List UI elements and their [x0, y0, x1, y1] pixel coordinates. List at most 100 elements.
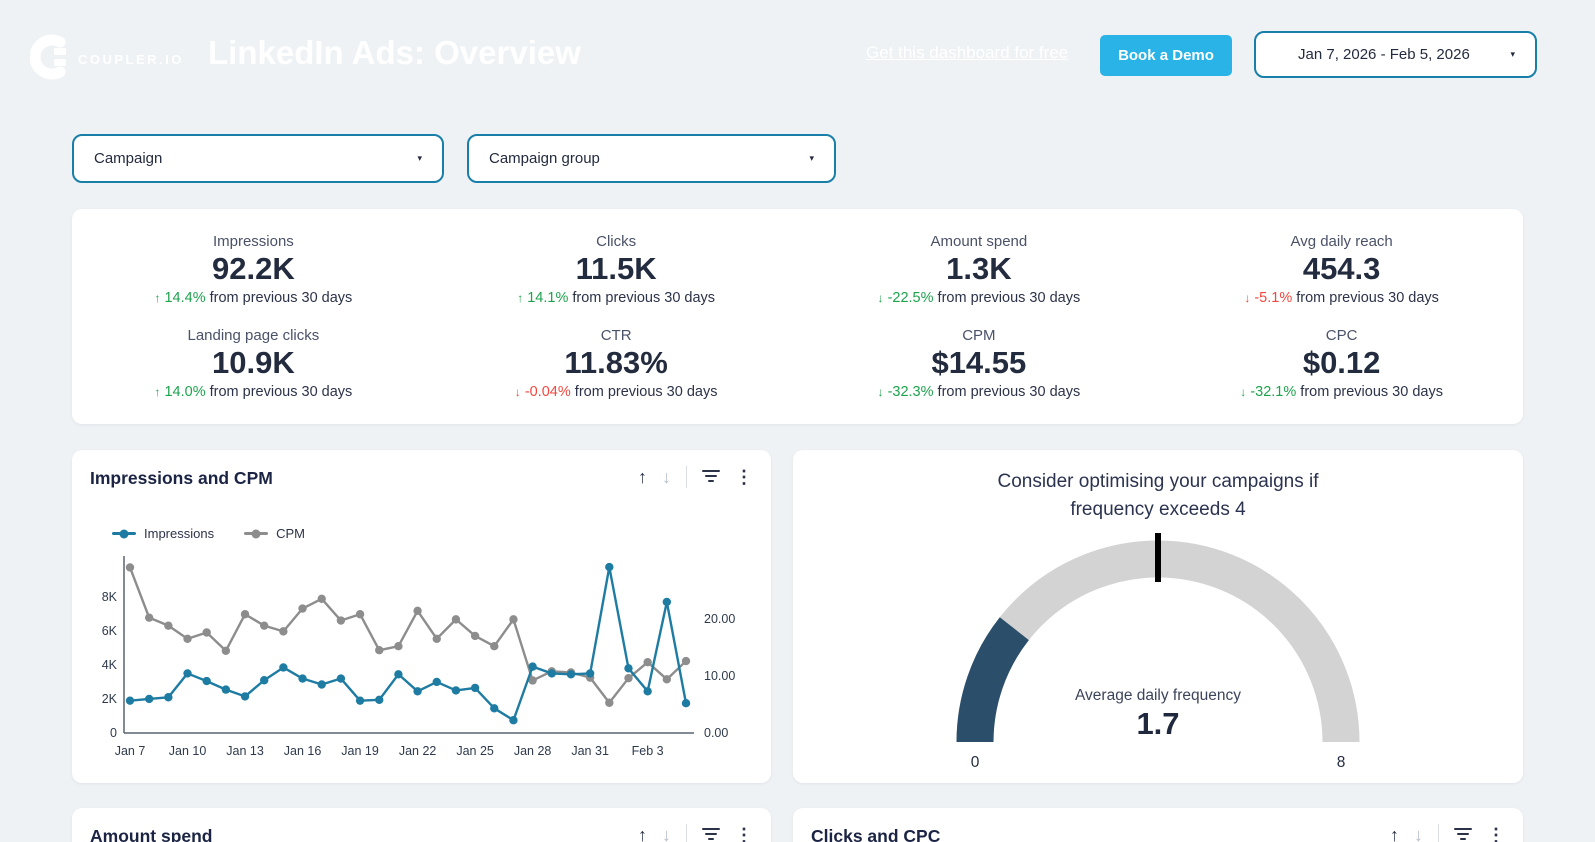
kpi-label: CTR	[600, 326, 632, 344]
kpi-value: 92.2K	[212, 251, 295, 287]
impressions-cpm-line-chart[interactable]: 0 2K 4K 6K 8K 0.00 10.00 20.00 Jan 7 Jan 10 Jan 13…	[82, 548, 762, 770]
kpi-label: Landing page clicks	[187, 326, 320, 344]
svg-text:Feb 3: Feb 3	[632, 744, 664, 758]
coupler-logo-text: COUPLER.IO	[78, 52, 184, 67]
kebab-menu-icon[interactable]: ⋮	[735, 824, 753, 842]
kpi-cpc: CPC $0.12 ↓ -32.1% from previous 30 days	[1160, 327, 1523, 400]
svg-text:Jan 31: Jan 31	[571, 744, 609, 758]
kpi-amount-spend: Amount spend 1.3K ↓ -22.5% from previous…	[798, 233, 1161, 306]
gauge-value-arc	[956, 540, 1360, 743]
chevron-down-icon: ▾	[417, 153, 422, 163]
kpi-delta: ↓ -0.04% from previous 30 days	[514, 383, 718, 400]
kpi-value: 10.9K	[212, 344, 295, 380]
filter-icon[interactable]	[1454, 824, 1472, 842]
chevron-down-icon: ▾	[809, 153, 814, 163]
kpi-impressions: Impressions 92.2K ↑ 14.4% from previous …	[72, 233, 435, 306]
kpi-value: $14.55	[931, 344, 1027, 380]
kpi-value: 11.5K	[575, 251, 657, 287]
trend-arrow-icon: ↑	[154, 291, 161, 306]
gauge-center-label: Average daily frequency	[1075, 687, 1241, 704]
coupler-logo-icon	[30, 34, 66, 80]
kpi-ctr: CTR 11.83% ↓ -0.04% from previous 30 day…	[435, 327, 798, 400]
svg-text:10.00: 10.00	[704, 669, 735, 683]
svg-text:Jan 22: Jan 22	[399, 744, 437, 758]
chart-toolbar: ↑ ↓ ⋮	[638, 466, 753, 488]
kpi-delta: ↓ -22.5% from previous 30 days	[877, 290, 1081, 307]
svg-text:0: 0	[110, 726, 117, 740]
gauge-center-value: 1.7	[1136, 706, 1179, 741]
chart-title: Clicks and CPC	[811, 826, 941, 842]
kpi-delta: ↑ 14.1% from previous 30 days	[517, 290, 716, 307]
kpi-label: CPC	[1325, 326, 1358, 344]
trend-arrow-icon: ↓	[1244, 291, 1251, 306]
chart-toolbar: ↑ ↓ ⋮	[1390, 824, 1505, 842]
kebab-menu-icon[interactable]: ⋮	[1487, 824, 1505, 842]
arrow-up-icon[interactable]: ↑	[638, 467, 647, 487]
arrow-up-icon[interactable]: ↑	[1390, 824, 1399, 842]
kpi-value: 454.3	[1302, 251, 1381, 287]
svg-text:2K: 2K	[102, 692, 118, 706]
kpi-cpm: CPM $14.55 ↓ -32.3% from previous 30 day…	[798, 327, 1161, 400]
kpi-value: $0.12	[1302, 344, 1381, 380]
trend-arrow-icon: ↓	[877, 384, 884, 399]
chart-title: Amount spend	[90, 826, 213, 842]
legend-swatch	[244, 532, 269, 535]
svg-text:8K: 8K	[102, 590, 118, 604]
book-demo-button[interactable]: Book a Demo	[1100, 35, 1232, 76]
kpi-delta: ↑ 14.4% from previous 30 days	[154, 290, 353, 307]
kebab-menu-icon[interactable]: ⋮	[735, 467, 753, 487]
chart-title: Impressions and CPM	[90, 468, 273, 488]
svg-text:Jan 16: Jan 16	[284, 744, 322, 758]
amount-spend-chart-card: Amount spend ↑ ↓ ⋮	[72, 808, 771, 842]
campaign-group-filter-dropdown[interactable]: Campaign group ▾	[467, 134, 836, 183]
legend-item-cpm[interactable]: CPM	[244, 526, 305, 541]
kpi-avg-daily-reach: Avg daily reach 454.3 ↓ -5.1% from previ…	[1160, 233, 1523, 306]
gauge-title: Consider optimising your campaigns if fr…	[997, 471, 1319, 520]
kpi-delta: ↓ -32.3% from previous 30 days	[877, 383, 1081, 400]
gauge-min-label: 0	[971, 754, 980, 771]
campaign-group-filter-label: Campaign group	[489, 150, 600, 167]
legend-item-impressions[interactable]: Impressions	[112, 526, 214, 541]
kpi-delta: ↓ -32.1% from previous 30 days	[1240, 383, 1443, 400]
legend-swatch	[112, 532, 136, 535]
trend-arrow-icon: ↓	[514, 384, 521, 399]
chart-legend: Impressions CPM	[112, 526, 305, 541]
campaign-filter-dropdown[interactable]: Campaign ▾	[72, 134, 444, 183]
kpi-label: Amount spend	[930, 233, 1028, 251]
arrow-down-icon[interactable]: ↓	[662, 467, 671, 487]
toolbar-divider	[1438, 824, 1439, 842]
date-range-picker[interactable]: Jan 7, 2026 - Feb 5, 2026 ▾	[1254, 31, 1537, 78]
kpi-value: 1.3K	[946, 251, 1012, 287]
kpi-delta: ↑ 14.0% from previous 30 days	[154, 383, 353, 400]
kpi-label: Avg daily reach	[1290, 233, 1393, 251]
kpi-summary-card: Impressions 92.2K ↑ 14.4% from previous …	[72, 209, 1523, 424]
kpi-delta: ↓ -5.1% from previous 30 days	[1244, 290, 1439, 307]
trend-arrow-icon: ↑	[154, 384, 161, 399]
svg-text:20.00: 20.00	[704, 612, 735, 626]
svg-text:Jan 7: Jan 7	[115, 744, 146, 758]
frequency-gauge: Average daily frequency 1.7 0 8	[956, 533, 1360, 771]
svg-text:Jan 10: Jan 10	[169, 744, 207, 758]
kpi-value: 11.83%	[564, 344, 668, 380]
trend-arrow-icon: ↑	[517, 291, 524, 306]
svg-text:Jan 25: Jan 25	[456, 744, 494, 758]
get-dashboard-link[interactable]: Get this dashboard for free	[866, 43, 1069, 62]
chevron-down-icon: ▾	[1510, 49, 1515, 59]
svg-text:6K: 6K	[102, 624, 118, 638]
filter-icon[interactable]	[702, 824, 720, 842]
svg-text:4K: 4K	[102, 658, 118, 672]
kpi-landing-page-clicks: Landing page clicks 10.9K ↑ 14.0% from p…	[72, 327, 435, 400]
gauge-max-label: 8	[1337, 754, 1346, 771]
frequency-gauge-card: Consider optimising your campaigns if fr…	[793, 450, 1523, 783]
toolbar-divider	[686, 466, 687, 488]
arrow-up-icon[interactable]: ↑	[638, 824, 647, 842]
kpi-label: CPM	[962, 326, 996, 344]
impressions-cpm-chart-card: Impressions and CPM ↑ ↓ ⋮ Impressions CP…	[72, 450, 771, 783]
svg-text:0.00: 0.00	[704, 726, 728, 740]
arrow-down-icon[interactable]: ↓	[662, 824, 671, 842]
chart-toolbar: ↑ ↓ ⋮	[638, 824, 753, 842]
arrow-down-icon[interactable]: ↓	[1414, 824, 1423, 842]
filter-icon[interactable]	[702, 466, 720, 488]
trend-arrow-icon: ↓	[1240, 384, 1247, 399]
svg-text:Jan 28: Jan 28	[514, 744, 552, 758]
